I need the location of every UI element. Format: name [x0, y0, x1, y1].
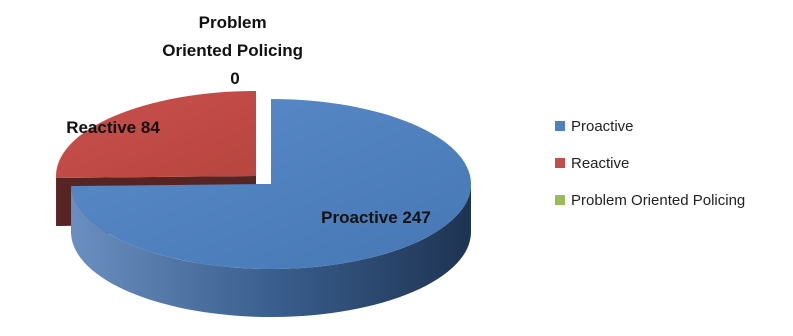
slice-reactive-top [55, 91, 256, 179]
legend-swatch-problem-oriented-policing [555, 195, 565, 205]
legend-swatch-proactive [555, 121, 565, 131]
slice-proactive-top [71, 99, 471, 269]
legend-swatch-reactive [555, 158, 565, 168]
label-pop-line1: Problem [199, 13, 267, 32]
label-pop-line2: Oriented Policing [162, 41, 303, 60]
data-label-reactive: Reactive 84 [66, 118, 160, 137]
slice-proactive-outer-wall-0 [71, 184, 471, 317]
slice-proactive [71, 99, 471, 317]
data-label-problem-oriented-policing: Problem Oriented Policing 0 [162, 13, 307, 88]
label-pop-value: 0 [230, 69, 239, 88]
legend: Proactive Reactive Problem Oriented Poli… [555, 116, 745, 227]
legend-label-problem-oriented-policing: Problem Oriented Policing [571, 191, 746, 209]
legend-item-reactive: Reactive [555, 153, 745, 173]
legend-item-problem-oriented-policing: Problem Oriented Policing [555, 190, 745, 210]
legend-label-proactive: Proactive [571, 117, 634, 135]
data-label-proactive: Proactive 247 [321, 208, 431, 227]
legend-item-proactive: Proactive [555, 116, 745, 136]
legend-label-reactive: Reactive [571, 154, 630, 172]
